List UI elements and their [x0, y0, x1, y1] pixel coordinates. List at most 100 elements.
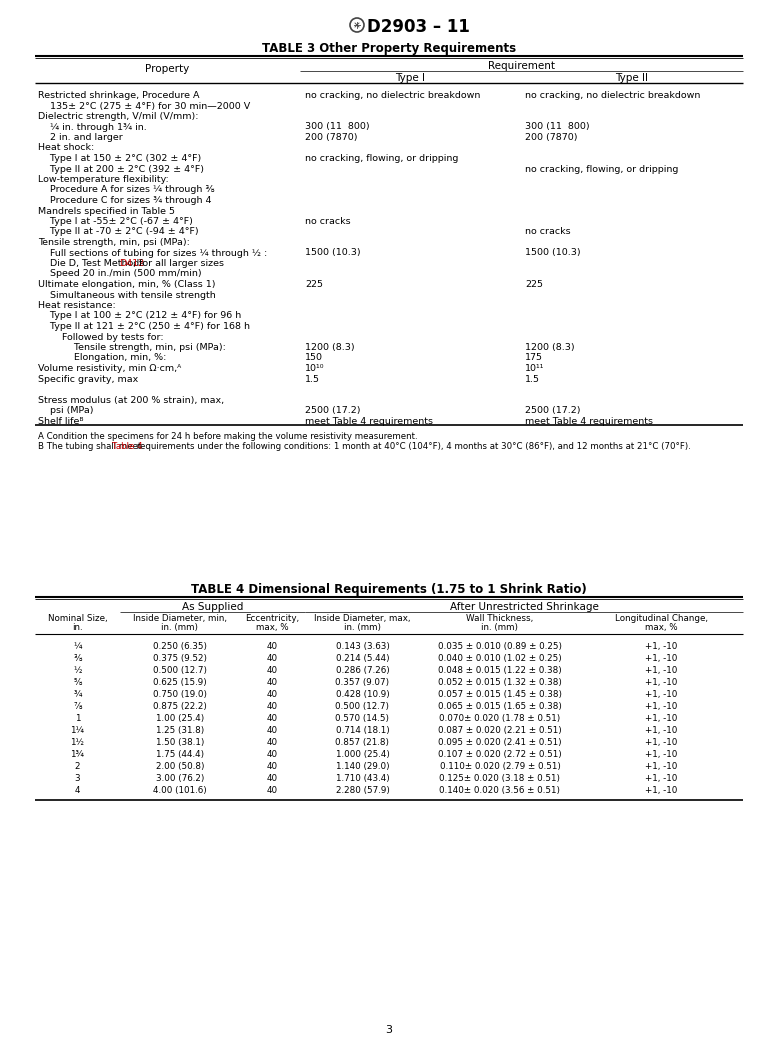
Text: 40: 40: [267, 750, 278, 759]
Text: 0.048 ± 0.015 (1.22 ± 0.38): 0.048 ± 0.015 (1.22 ± 0.38): [438, 666, 562, 675]
Text: B The tubing shall meet: B The tubing shall meet: [38, 442, 144, 451]
Text: Eccentricity,: Eccentricity,: [245, 614, 300, 623]
Text: 3.00 (76.2): 3.00 (76.2): [156, 775, 204, 783]
Text: 1.140 (29.0): 1.140 (29.0): [335, 762, 389, 771]
Text: +1, -10: +1, -10: [645, 786, 678, 795]
Text: D2903 – 11: D2903 – 11: [367, 18, 470, 36]
Text: 0.125± 0.020 (3.18 ± 0.51): 0.125± 0.020 (3.18 ± 0.51): [440, 775, 560, 783]
Text: 0.214 (5.44): 0.214 (5.44): [335, 654, 389, 663]
Text: 0.857 (21.8): 0.857 (21.8): [335, 738, 390, 747]
Text: 300 (11  800): 300 (11 800): [305, 123, 370, 131]
Text: Dielectric strength, V/mil (V/mm):: Dielectric strength, V/mil (V/mm):: [38, 112, 198, 121]
Text: +1, -10: +1, -10: [645, 702, 678, 711]
Text: Followed by tests for:: Followed by tests for:: [38, 332, 163, 341]
Text: Requirement: Requirement: [488, 61, 555, 71]
Text: Type II: Type II: [615, 73, 648, 83]
Text: 40: 40: [267, 762, 278, 771]
Text: 1.710 (43.4): 1.710 (43.4): [335, 775, 389, 783]
Text: 0.070± 0.020 (1.78 ± 0.51): 0.070± 0.020 (1.78 ± 0.51): [440, 714, 561, 723]
Text: 1500 (10.3): 1500 (10.3): [305, 249, 361, 257]
Text: 40: 40: [267, 714, 278, 723]
Text: 10¹⁰: 10¹⁰: [305, 364, 324, 373]
Text: 200 (7870): 200 (7870): [525, 133, 577, 142]
Text: Type I: Type I: [395, 73, 425, 83]
Text: 40: 40: [267, 690, 278, 699]
Text: Elongation, min, %:: Elongation, min, %:: [38, 354, 166, 362]
Text: Inside Diameter, min,: Inside Diameter, min,: [133, 614, 227, 623]
Text: requirements under the following conditions: 1 month at 40°C (104°F), 4 months a: requirements under the following conditi…: [134, 442, 691, 451]
Text: 175: 175: [525, 354, 543, 362]
Text: +1, -10: +1, -10: [645, 726, 678, 735]
Text: +1, -10: +1, -10: [645, 714, 678, 723]
Text: 0.875 (22.2): 0.875 (22.2): [153, 702, 207, 711]
Text: 135± 2°C (275 ± 4°F) for 30 min—2000 V: 135± 2°C (275 ± 4°F) for 30 min—2000 V: [38, 102, 251, 110]
Text: 0.065 ± 0.015 (1.65 ± 0.38): 0.065 ± 0.015 (1.65 ± 0.38): [438, 702, 562, 711]
Text: 1.5: 1.5: [305, 375, 320, 383]
Text: Speed 20 in./min (500 mm/min): Speed 20 in./min (500 mm/min): [38, 270, 202, 279]
Text: 1.50 (38.1): 1.50 (38.1): [156, 738, 204, 747]
Text: 0.286 (7.26): 0.286 (7.26): [335, 666, 389, 675]
Text: Ultimate elongation, min, % (Class 1): Ultimate elongation, min, % (Class 1): [38, 280, 216, 289]
Text: TABLE 4 Dimensional Requirements (1.75 to 1 Shrink Ratio): TABLE 4 Dimensional Requirements (1.75 t…: [191, 583, 587, 596]
Text: As Supplied: As Supplied: [182, 602, 244, 612]
Text: no cracking, flowing, or dripping: no cracking, flowing, or dripping: [525, 164, 678, 174]
Text: Shelf lifeᴮ: Shelf lifeᴮ: [38, 416, 83, 426]
Text: Restricted shrinkage, Procedure A: Restricted shrinkage, Procedure A: [38, 91, 199, 100]
Text: 40: 40: [267, 678, 278, 687]
Text: +1, -10: +1, -10: [645, 750, 678, 759]
Text: 0.750 (19.0): 0.750 (19.0): [153, 690, 207, 699]
Text: Simultaneous with tensile strength: Simultaneous with tensile strength: [38, 290, 216, 300]
Text: Type I at -55± 2°C (-67 ± 4°F): Type I at -55± 2°C (-67 ± 4°F): [38, 217, 193, 226]
Text: Wall Thickness,: Wall Thickness,: [466, 614, 534, 623]
Text: in. (mm): in. (mm): [162, 623, 198, 632]
Text: ⅝: ⅝: [73, 678, 82, 687]
Text: 0.143 (3.63): 0.143 (3.63): [335, 642, 390, 651]
Text: 0.570 (14.5): 0.570 (14.5): [335, 714, 390, 723]
Text: 150: 150: [305, 354, 323, 362]
Text: 1200 (8.3): 1200 (8.3): [525, 342, 575, 352]
Text: 0.110± 0.020 (2.79 ± 0.51): 0.110± 0.020 (2.79 ± 0.51): [440, 762, 560, 771]
Text: 1500 (10.3): 1500 (10.3): [525, 249, 580, 257]
Text: 40: 40: [267, 666, 278, 675]
Text: +1, -10: +1, -10: [645, 738, 678, 747]
Text: 200 (7870): 200 (7870): [305, 133, 358, 142]
Text: 1.75 (44.4): 1.75 (44.4): [156, 750, 204, 759]
Text: meet Table 4 requirements: meet Table 4 requirements: [305, 416, 433, 426]
Text: no cracking, no dielectric breakdown: no cracking, no dielectric breakdown: [525, 91, 700, 100]
Text: After Unrestricted Shrinkage: After Unrestricted Shrinkage: [450, 602, 598, 612]
Text: 40: 40: [267, 786, 278, 795]
Text: no cracks: no cracks: [525, 228, 570, 236]
Text: A Condition the specimens for 24 h before making the volume resistivity measurem: A Condition the specimens for 24 h befor…: [38, 432, 418, 441]
Text: 225: 225: [525, 280, 543, 289]
Text: 0.035 ± 0.010 (0.89 ± 0.25): 0.035 ± 0.010 (0.89 ± 0.25): [438, 642, 562, 651]
Text: ¼ in. through 1¾ in.: ¼ in. through 1¾ in.: [38, 123, 147, 131]
Text: 2.280 (57.9): 2.280 (57.9): [335, 786, 390, 795]
Text: +1, -10: +1, -10: [645, 642, 678, 651]
Text: 2500 (17.2): 2500 (17.2): [525, 406, 580, 415]
Text: +1, -10: +1, -10: [645, 666, 678, 675]
Text: max, %: max, %: [256, 623, 289, 632]
Text: 40: 40: [267, 654, 278, 663]
Text: 0.500 (12.7): 0.500 (12.7): [153, 666, 207, 675]
Text: 1.25 (31.8): 1.25 (31.8): [156, 726, 204, 735]
Text: Tensile strength, min, psi (MPa):: Tensile strength, min, psi (MPa):: [38, 238, 190, 247]
Text: , for all larger sizes: , for all larger sizes: [133, 259, 224, 268]
Text: 4: 4: [75, 786, 80, 795]
Text: 0.714 (18.1): 0.714 (18.1): [335, 726, 389, 735]
Text: 4.00 (101.6): 4.00 (101.6): [153, 786, 207, 795]
Text: 225: 225: [305, 280, 323, 289]
Text: Property: Property: [145, 64, 190, 74]
Text: 2 in. and larger: 2 in. and larger: [38, 133, 123, 142]
Text: 3: 3: [75, 775, 80, 783]
Text: no cracking, flowing, or dripping: no cracking, flowing, or dripping: [305, 154, 458, 163]
Text: D412: D412: [120, 259, 145, 268]
Text: 40: 40: [267, 738, 278, 747]
Text: 1: 1: [75, 714, 80, 723]
Text: 1¼: 1¼: [71, 726, 85, 735]
Text: Inside Diameter, max,: Inside Diameter, max,: [314, 614, 411, 623]
Text: 3: 3: [386, 1025, 392, 1035]
Text: +1, -10: +1, -10: [645, 678, 678, 687]
Text: Type I at 150 ± 2°C (302 ± 4°F): Type I at 150 ± 2°C (302 ± 4°F): [38, 154, 202, 163]
Text: 1¾: 1¾: [71, 750, 85, 759]
Text: meet Table 4 requirements: meet Table 4 requirements: [525, 416, 653, 426]
